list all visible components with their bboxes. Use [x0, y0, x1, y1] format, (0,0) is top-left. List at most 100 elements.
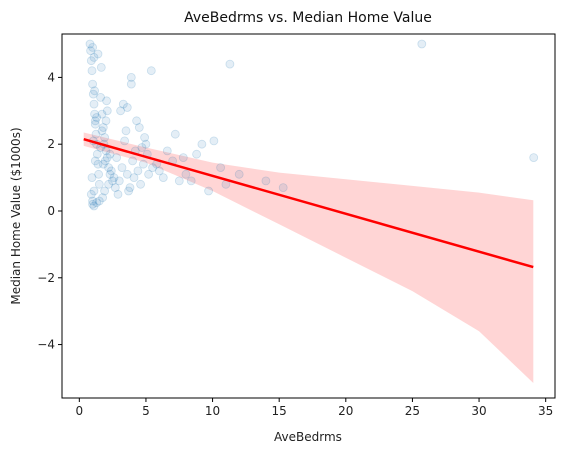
- scatter-point: [87, 173, 97, 183]
- plot-frame: [61, 33, 556, 399]
- scatter-point: [126, 73, 136, 82]
- scatter-point: [186, 176, 196, 186]
- scatter-point: [88, 79, 97, 89]
- scatter-point: [138, 159, 148, 169]
- scatter-point: [89, 99, 99, 109]
- x-tick-label: 30: [471, 404, 486, 418]
- scatter-point: [102, 96, 111, 106]
- scatter-point: [97, 126, 107, 136]
- scatter-point: [88, 43, 97, 52]
- scatter-point: [86, 56, 96, 66]
- scatter-point: [88, 89, 98, 99]
- scatter-point: [225, 59, 235, 69]
- scatter-point: [105, 169, 115, 179]
- scatter-point: [148, 163, 158, 173]
- scatter-point: [116, 106, 125, 116]
- scatter-point: [104, 179, 113, 189]
- scatter-point: [100, 133, 109, 142]
- scatter-point: [140, 133, 150, 142]
- scatter-point: [106, 166, 116, 176]
- scatter-point: [86, 189, 96, 199]
- scatter-point: [87, 66, 97, 76]
- scatter-point: [97, 109, 107, 119]
- scatter-point: [102, 106, 112, 116]
- scatter-point: [134, 123, 144, 132]
- scatter-point: [126, 79, 136, 89]
- x-tick-label: 0: [76, 404, 84, 418]
- scatter-point: [102, 153, 112, 163]
- scatter-point: [234, 169, 244, 179]
- x-axis-title: AveBedrms: [274, 430, 342, 444]
- scatter-point: [93, 159, 103, 169]
- scatter-point: [92, 113, 101, 122]
- scatter-point: [120, 136, 129, 146]
- scatter-point: [90, 109, 99, 119]
- scatter-point: [86, 46, 95, 56]
- scatter-point: [121, 126, 131, 136]
- scatter-point: [88, 199, 97, 209]
- scatter-point: [100, 156, 110, 166]
- scatter-point: [117, 163, 127, 173]
- scatter-point: [197, 139, 207, 149]
- scatter-point: [122, 169, 132, 179]
- scatter-point: [170, 129, 180, 139]
- scatter-point: [112, 153, 121, 163]
- scatter-point: [90, 119, 100, 129]
- chart-title: AveBedrms vs. Median Home Value: [184, 10, 432, 26]
- scatter-point: [417, 39, 427, 49]
- scatter-point: [105, 149, 115, 159]
- y-tick-label: −4: [37, 338, 55, 352]
- scatter-point: [94, 169, 103, 179]
- y-tick-label: 0: [47, 204, 55, 218]
- scatter-point: [101, 116, 111, 126]
- scatter-point: [162, 146, 172, 156]
- x-tick-label: 35: [538, 404, 553, 418]
- scatter-point: [124, 186, 134, 196]
- scatter-point: [96, 63, 106, 72]
- scatter-point: [90, 116, 100, 126]
- scatter-point: [261, 176, 271, 186]
- scatter-point: [278, 183, 288, 193]
- scatter-point: [136, 179, 146, 189]
- scatter-point: [85, 39, 95, 49]
- scatter-point: [104, 163, 113, 173]
- regression-line: [83, 137, 534, 269]
- x-tick-label: 25: [405, 404, 420, 418]
- scatter-point: [174, 176, 184, 186]
- y-tick-label: 2: [47, 137, 55, 151]
- scatter-point: [90, 86, 99, 96]
- scatter-point: [113, 189, 123, 199]
- scatter-point: [114, 176, 124, 186]
- scatter-point: [98, 123, 108, 132]
- scatter-point: [209, 136, 219, 146]
- scatter-points-layer: [85, 39, 539, 211]
- scatter-point: [125, 183, 135, 193]
- scatter-point: [94, 179, 104, 189]
- regression-line-layer: [83, 137, 534, 269]
- scatter-point: [108, 176, 117, 186]
- y-tick-label: 4: [47, 70, 55, 84]
- scatter-point: [98, 159, 108, 169]
- scatter-point: [133, 166, 143, 176]
- scatter-point: [94, 196, 104, 206]
- scatter-point: [129, 173, 139, 183]
- scatter-point: [146, 66, 156, 76]
- scatter-point: [92, 149, 102, 159]
- y-axis-title: Median Home Value ($1000s): [9, 127, 23, 304]
- x-axis-ticks: 0 5 10 15 20 25 30 35: [76, 398, 553, 418]
- scatter-point: [91, 129, 101, 139]
- scatter-point: [158, 173, 168, 183]
- scatter-point: [128, 156, 138, 166]
- scatter-point: [132, 116, 142, 126]
- x-tick-label: 5: [142, 404, 150, 418]
- scatter-point: [110, 183, 120, 193]
- scatter-point: [92, 198, 101, 208]
- scatter-point: [89, 201, 99, 211]
- scatter-point: [178, 153, 188, 163]
- scatter-point: [181, 169, 191, 179]
- scatter-point: [89, 53, 99, 62]
- scatter-point: [88, 196, 97, 206]
- scatter-point: [204, 186, 214, 196]
